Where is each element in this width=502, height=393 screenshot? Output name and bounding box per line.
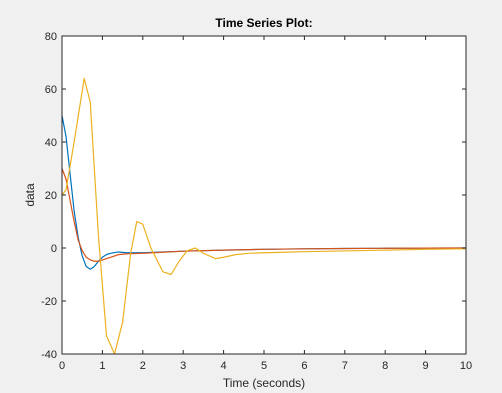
- x-tick-label: 9: [423, 360, 429, 372]
- series-line-3: [61, 77, 467, 355]
- y-ticks: -40 -20 0 20 40 60 80: [41, 31, 466, 361]
- axes-background: [62, 36, 466, 354]
- x-tick-label: 3: [180, 360, 186, 372]
- y-tick-label: 20: [45, 190, 57, 202]
- y-tick-label: 60: [45, 84, 57, 96]
- series-layer: [61, 77, 467, 355]
- y-tick-label: -20: [41, 296, 57, 308]
- chart-title: Time Series Plot:: [215, 16, 312, 30]
- series-line-2: [61, 168, 467, 262]
- x-tick-label: 2: [140, 360, 146, 372]
- x-tick-label: 6: [301, 360, 307, 372]
- x-tick-label: 10: [460, 360, 472, 372]
- y-tick-label: -40: [41, 349, 57, 361]
- x-ticks: 0 1 2 3 4 5 6 7 8 9 10: [59, 36, 472, 372]
- y-tick-label: 40: [45, 137, 57, 149]
- x-tick-label: 1: [99, 360, 105, 372]
- x-tick-label: 0: [59, 360, 65, 372]
- y-axis-label: data: [23, 183, 37, 207]
- y-tick-label: 0: [51, 243, 57, 255]
- x-axis-label: Time (seconds): [223, 376, 305, 390]
- x-tick-label: 8: [382, 360, 388, 372]
- y-tick-label: 80: [45, 31, 57, 43]
- x-tick-label: 4: [221, 360, 227, 372]
- x-tick-label: 7: [342, 360, 348, 372]
- x-tick-label: 5: [261, 360, 267, 372]
